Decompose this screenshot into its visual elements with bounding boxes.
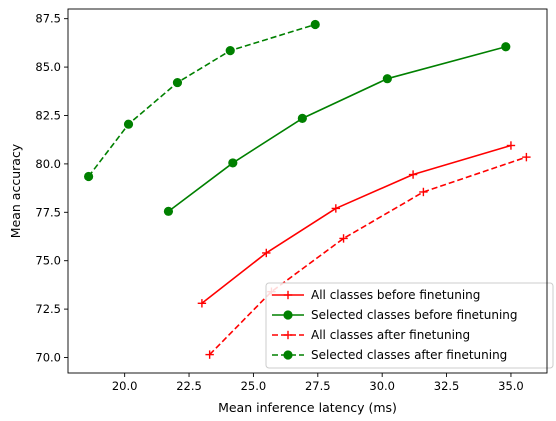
- x-tick-label: 20.0: [112, 379, 138, 393]
- y-axis: 70.0 72.5 75.0 77.5 80.0 82.5 85.0 87.5: [35, 12, 68, 365]
- legend-label: All classes before finetuning: [311, 288, 480, 302]
- data-point: [502, 43, 510, 51]
- y-tick-label: 75.0: [35, 254, 61, 268]
- y-tick-label: 77.5: [35, 205, 61, 219]
- data-point: [522, 153, 530, 161]
- x-tick-label: 35.0: [498, 379, 524, 393]
- legend-label: Selected classes before finetuning: [311, 308, 518, 322]
- series-line: [202, 146, 511, 304]
- y-tick-label: 72.5: [35, 302, 61, 316]
- series-line: [168, 47, 505, 212]
- x-tick-label: 27.5: [305, 379, 331, 393]
- data-point: [298, 114, 306, 122]
- series-line: [89, 24, 316, 176]
- x-tick-label: 22.5: [176, 379, 202, 393]
- data-point: [507, 141, 515, 149]
- x-axis-label: Mean inference latency (ms): [218, 400, 397, 415]
- x-tick-label: 32.5: [434, 379, 460, 393]
- series-4: [84, 20, 319, 180]
- data-point: [229, 159, 237, 167]
- data-point: [383, 75, 391, 83]
- y-tick-label: 87.5: [35, 12, 61, 26]
- legend-marker: [284, 311, 292, 319]
- x-tick-label: 30.0: [369, 379, 395, 393]
- data-point: [173, 78, 181, 86]
- data-point: [311, 20, 319, 28]
- data-point: [332, 204, 340, 212]
- y-tick-label: 85.0: [35, 60, 61, 74]
- legend: All classes before finetuning Selected cl…: [266, 283, 553, 368]
- legend-marker: [284, 351, 292, 359]
- y-axis-label: Mean accuracy: [8, 143, 23, 238]
- data-point: [409, 170, 417, 178]
- x-axis: 20.0 22.5 25.0 27.5 30.0 32.5 35.0: [112, 373, 524, 393]
- series-2: [164, 43, 510, 216]
- data-point: [124, 120, 132, 128]
- x-tick-label: 25.0: [241, 379, 267, 393]
- legend-label: Selected classes after finetuning: [311, 348, 507, 362]
- y-tick-label: 82.5: [35, 108, 61, 122]
- y-tick-label: 70.0: [35, 351, 61, 365]
- y-tick-label: 80.0: [35, 157, 61, 171]
- data-point: [419, 188, 427, 196]
- data-point: [226, 46, 234, 54]
- legend-label: All classes after finetuning: [311, 328, 470, 342]
- data-point: [164, 207, 172, 215]
- data-point: [84, 172, 92, 180]
